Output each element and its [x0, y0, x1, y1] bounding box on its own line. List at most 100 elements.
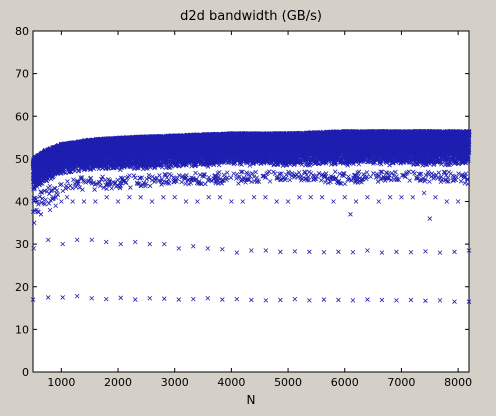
- scatter-point: [234, 296, 240, 302]
- scatter-point: [307, 249, 312, 255]
- scatter-point: [263, 248, 269, 253]
- scatter-point: [191, 243, 196, 249]
- scatter-point: [444, 199, 450, 204]
- scatter-point: [118, 241, 124, 247]
- scatter-point: [229, 199, 234, 204]
- x-tick-label: 7000: [387, 376, 415, 389]
- scatter-point: [217, 194, 223, 200]
- scatter-point: [297, 194, 302, 200]
- scatter-point: [127, 194, 132, 200]
- scatter-point: [249, 248, 254, 253]
- y-tick-label: 60: [15, 110, 29, 123]
- y-tick-label: 10: [15, 323, 29, 336]
- scatter-point: [423, 298, 428, 304]
- scatter-point: [308, 194, 314, 200]
- scatter-point: [319, 194, 325, 200]
- scatter-point: [147, 241, 153, 247]
- scatter-point: [234, 250, 240, 255]
- scatter-point: [31, 220, 37, 226]
- scatter-point: [161, 194, 166, 200]
- scatter-point: [103, 296, 109, 302]
- scatter-point: [138, 194, 143, 200]
- scatter-point: [433, 194, 438, 200]
- scatter-point: [60, 295, 65, 300]
- x-tick-label: 1000: [47, 376, 75, 389]
- scatter-point: [195, 199, 200, 204]
- scatter-point: [220, 297, 225, 302]
- scatter-point: [60, 241, 65, 247]
- scatter-point: [74, 293, 80, 299]
- scatter-point: [93, 199, 98, 204]
- scatter-point: [321, 297, 327, 302]
- scatter-point: [399, 194, 404, 200]
- scatter-point: [161, 241, 167, 247]
- scatter-point: [423, 249, 428, 254]
- scatter-point: [251, 194, 257, 200]
- scatter-point: [205, 246, 211, 251]
- scatter-point: [59, 199, 64, 204]
- scatter-point: [31, 246, 36, 251]
- scatter-point: [350, 298, 356, 303]
- scatter-point: [104, 194, 109, 200]
- scatter-point: [365, 248, 370, 253]
- scatter-point: [205, 295, 211, 301]
- scatter-point: [421, 190, 427, 196]
- scatter-point: [278, 249, 283, 255]
- scatter-point: [387, 194, 393, 200]
- scatter-point: [437, 298, 443, 303]
- chart-title: d2d bandwidth (GB/s): [180, 9, 322, 24]
- axis-ticks: 1000 2000 3000 4000 5000 6000 7000 800001020304…: [15, 25, 472, 389]
- scatter-point: [466, 248, 472, 253]
- scatter-point: [278, 297, 283, 303]
- scatter-point: [410, 194, 416, 200]
- scatter-point: [408, 249, 414, 255]
- scatter-point: [263, 194, 268, 200]
- band-outlier-point: [35, 199, 40, 205]
- scatter-point: [47, 207, 53, 213]
- scatter-point: [408, 297, 414, 303]
- scatter-point: [350, 249, 356, 255]
- y-tick-label: 20: [15, 281, 29, 294]
- scatter-point: [74, 237, 80, 243]
- scatter-point: [452, 299, 457, 304]
- scatter-point: [176, 246, 182, 251]
- scatter-point: [89, 295, 95, 301]
- y-tick-label: 40: [15, 196, 29, 209]
- scatter-point: [103, 239, 109, 245]
- scatter-point: [172, 194, 177, 200]
- scatter-point: [89, 237, 95, 243]
- scatter-point: [331, 199, 336, 204]
- y-tick-label: 30: [15, 238, 29, 251]
- scatter-point: [132, 239, 138, 245]
- scatter-point: [348, 212, 353, 217]
- scatter-point: [379, 250, 385, 255]
- band-point: [32, 186, 37, 191]
- scatter-point: [437, 250, 443, 255]
- scatter-point: [64, 194, 70, 200]
- scatter-point: [45, 237, 51, 243]
- scatter-point: [132, 297, 138, 302]
- scatter-point: [161, 296, 167, 301]
- scatter-point: [307, 298, 312, 303]
- scatter-point: [353, 199, 359, 204]
- scatter-point: [176, 297, 182, 302]
- scatter-point: [292, 296, 298, 302]
- scatter-point: [53, 203, 58, 209]
- x-tick-label: 4000: [217, 376, 245, 389]
- scatter-point: [206, 194, 211, 200]
- scatter-point: [240, 199, 246, 204]
- plot-area: [32, 30, 470, 373]
- scatter-point: [115, 199, 121, 204]
- y-tick-label: 80: [15, 25, 29, 38]
- scatter-point: [263, 298, 269, 303]
- scatter-point: [394, 298, 399, 303]
- scatter-point: [274, 199, 280, 204]
- scatter-point: [394, 249, 399, 255]
- scatter-point: [81, 199, 87, 204]
- scatter-points: [30, 128, 472, 304]
- scatter-point: [45, 295, 51, 300]
- scatter-point: [466, 299, 472, 304]
- x-tick-label: 3000: [161, 376, 189, 389]
- band-point: [31, 185, 37, 190]
